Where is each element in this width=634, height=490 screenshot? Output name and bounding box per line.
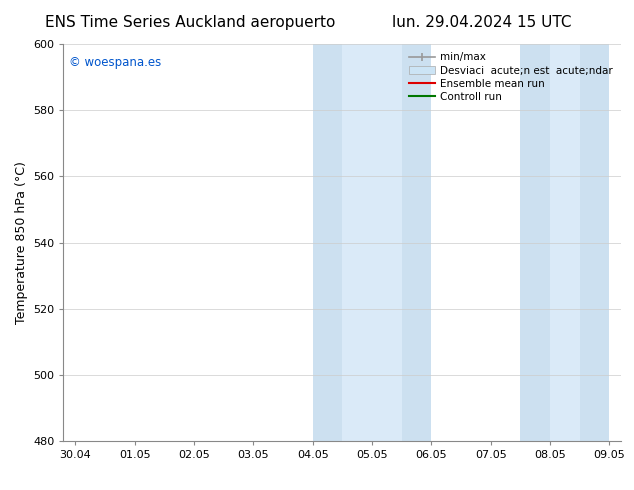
Bar [579, 44, 609, 441]
Bar [550, 44, 579, 441]
Bar [313, 44, 342, 441]
Text: © woespana.es: © woespana.es [69, 56, 161, 69]
Y-axis label: Temperature 850 hPa (°C): Temperature 850 hPa (°C) [15, 161, 27, 324]
Text: ENS Time Series Auckland aeropuerto: ENS Time Series Auckland aeropuerto [45, 15, 335, 30]
Bar [521, 44, 550, 441]
Bar [402, 44, 431, 441]
Legend: min/max, Desviaci  acute;n est  acute;ndar, Ensemble mean run, Controll run: min/max, Desviaci acute;n est acute;ndar… [406, 49, 616, 105]
Text: lun. 29.04.2024 15 UTC: lun. 29.04.2024 15 UTC [392, 15, 572, 30]
Bar [342, 44, 402, 441]
